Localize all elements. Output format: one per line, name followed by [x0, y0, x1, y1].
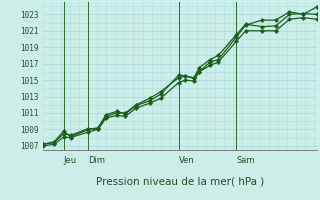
- Text: Dim: Dim: [88, 156, 105, 165]
- Text: Pression niveau de la mer( hPa ): Pression niveau de la mer( hPa ): [96, 177, 264, 187]
- Text: Jeu: Jeu: [64, 156, 77, 165]
- Text: Sam: Sam: [236, 156, 255, 165]
- Text: Ven: Ven: [179, 156, 194, 165]
